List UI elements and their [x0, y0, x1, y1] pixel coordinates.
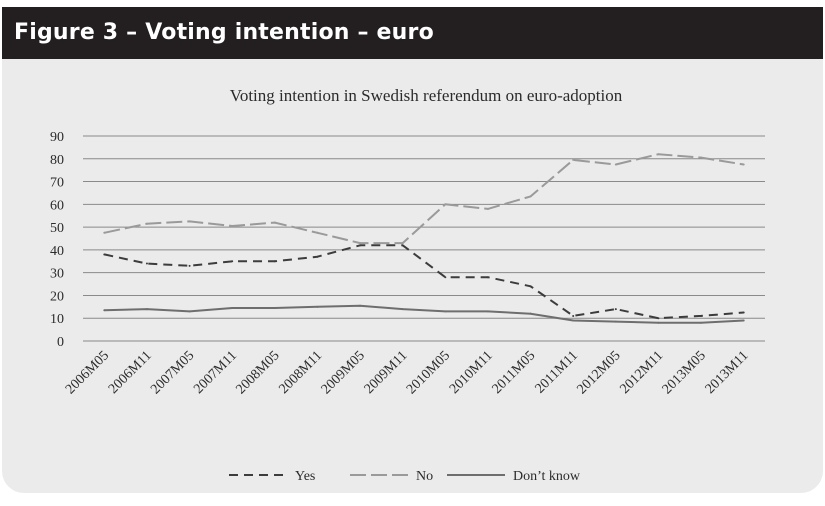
data-point-no: [359, 242, 362, 245]
x-tick-label: 2011M05: [490, 348, 539, 397]
y-tick-label: 40: [50, 244, 64, 259]
data-point-no: [316, 231, 319, 234]
data-point-yes: [657, 317, 660, 320]
data-point-no: [188, 220, 191, 223]
data-point-yes: [316, 255, 319, 258]
x-tick-label: 2012M05: [575, 348, 624, 397]
data-point-yes: [444, 276, 447, 279]
data-point-no: [700, 156, 703, 159]
data-point-yes: [188, 264, 191, 267]
data-point-don-t-know: [529, 312, 532, 315]
y-tick-label: 70: [50, 176, 64, 191]
legend-label-don-t-know: Don’t know: [513, 469, 581, 484]
x-tick-label: 2009M11: [362, 348, 411, 397]
y-tick-label: 80: [50, 153, 64, 168]
data-point-no: [614, 163, 617, 166]
data-point-don-t-know: [103, 309, 106, 312]
figure-header: Figure 3 – Voting intention – euro: [2, 7, 823, 59]
data-point-yes: [529, 285, 532, 288]
data-point-no: [657, 153, 660, 156]
data-point-no: [444, 203, 447, 206]
legend: Yes No Don’t know: [229, 469, 581, 484]
y-tick-label: 10: [50, 312, 64, 327]
data-point-yes: [359, 244, 362, 247]
y-tick-label: 60: [50, 198, 64, 213]
data-point-don-t-know: [486, 310, 489, 313]
y-tick-label: 50: [50, 221, 64, 236]
chart-panel: [2, 59, 823, 493]
data-point-yes: [614, 308, 617, 311]
data-point-yes: [273, 260, 276, 263]
data-point-don-t-know: [700, 321, 703, 324]
data-point-no: [145, 222, 148, 225]
data-point-don-t-know: [359, 304, 362, 307]
x-tick-label: 2007M11: [191, 348, 240, 397]
data-point-don-t-know: [316, 305, 319, 308]
x-tick-label: 2013M05: [660, 348, 709, 397]
data-point-yes: [572, 314, 575, 317]
gridlines: [83, 135, 765, 342]
data-point-don-t-know: [401, 308, 404, 311]
x-tick-label: 2011M11: [533, 348, 581, 396]
data-point-don-t-know: [572, 319, 575, 322]
x-tick-label: 2008M11: [277, 348, 326, 397]
x-tick-label: 2009M05: [319, 348, 368, 397]
series-line-no: [104, 153, 744, 245]
data-point-no: [486, 207, 489, 210]
data-point-don-t-know: [657, 321, 660, 324]
data-point-no: [572, 158, 575, 161]
data-point-yes: [742, 311, 745, 314]
series-lines: [103, 153, 745, 324]
data-point-don-t-know: [231, 306, 234, 309]
x-tick-label: 2008M05: [234, 348, 283, 397]
series-line-yes: [104, 244, 744, 320]
data-point-yes: [401, 244, 404, 247]
data-point-don-t-know: [742, 319, 745, 322]
x-tick-label: 2010M05: [404, 348, 453, 397]
chart-title: Voting intention in Swedish referendum o…: [230, 86, 623, 105]
x-tick-label: 2010M11: [447, 348, 496, 397]
legend-label-no: No: [416, 469, 433, 484]
y-axis-ticks: 0 10 20 30 40 50 60 70 80 90: [50, 130, 64, 350]
x-tick-label: 2007M05: [148, 348, 197, 397]
x-axis-ticks: 2006M052006M112007M052007M112008M052008M…: [63, 348, 751, 397]
x-tick-label: 2012M11: [618, 348, 667, 397]
data-point-don-t-know: [273, 306, 276, 309]
y-tick-label: 0: [57, 335, 64, 350]
data-point-no: [103, 231, 106, 234]
data-point-yes: [486, 276, 489, 279]
data-point-don-t-know: [614, 320, 617, 323]
data-point-don-t-know: [145, 308, 148, 311]
data-point-yes: [145, 262, 148, 265]
legend-label-yes: Yes: [295, 469, 315, 484]
data-point-yes: [231, 260, 234, 263]
x-tick-label: 2006M05: [63, 348, 112, 397]
data-point-no: [273, 221, 276, 224]
data-point-yes: [700, 314, 703, 317]
data-point-don-t-know: [188, 310, 191, 313]
data-point-yes: [103, 253, 106, 256]
figure-title: Figure 3 – Voting intention – euro: [14, 20, 434, 45]
x-tick-label: 2006M11: [106, 348, 155, 397]
x-tick-label: 2013M11: [703, 348, 752, 397]
data-point-no: [231, 224, 234, 227]
y-tick-label: 90: [50, 130, 64, 145]
data-point-don-t-know: [444, 310, 447, 313]
data-point-no: [401, 242, 404, 245]
data-point-no: [529, 195, 532, 198]
y-tick-label: 30: [50, 267, 64, 282]
y-tick-label: 20: [50, 289, 64, 304]
data-point-no: [742, 163, 745, 166]
series-line-don-t-know: [104, 304, 744, 324]
